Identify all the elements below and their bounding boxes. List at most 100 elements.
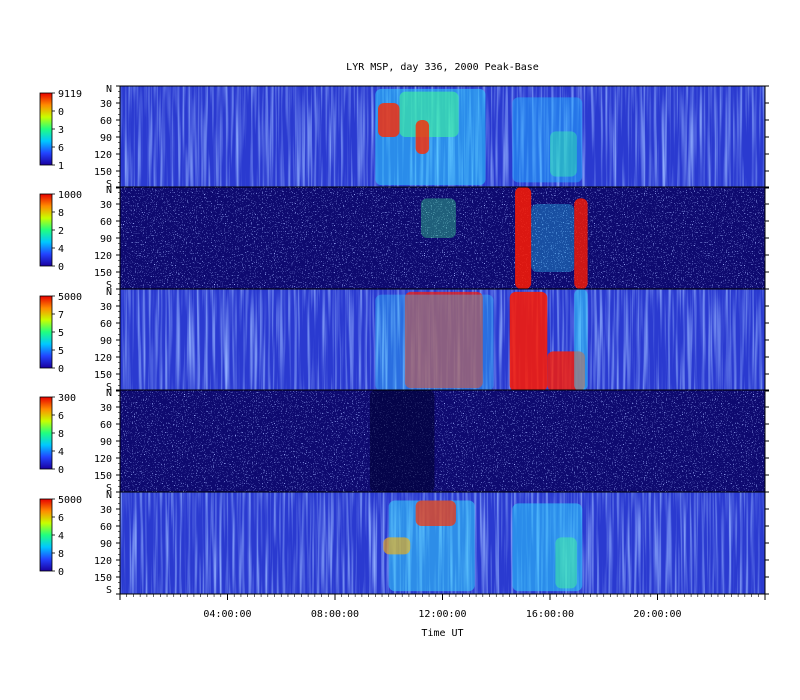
panel-frame — [119, 186, 766, 290]
intensity-region — [515, 187, 532, 289]
panel-frame — [119, 491, 766, 595]
colorbar-mid-label: 4 — [58, 447, 64, 458]
intensity-region — [512, 97, 583, 183]
y-tick-label: N — [106, 287, 112, 298]
y-tick-label: 90 — [100, 437, 112, 448]
intensity-region — [383, 537, 411, 555]
intensity-region — [415, 120, 430, 154]
x-tick-label: 08:00:00 — [311, 609, 359, 620]
colorbar-min-label: 1 — [58, 161, 64, 172]
colorbar-min-label: 0 — [58, 262, 64, 273]
chart-title: LYR MSP, day 336, 2000 Peak-Base — [346, 62, 539, 73]
panel-texture — [120, 289, 765, 391]
colorbar-mid-label: 8 — [58, 549, 64, 560]
panel-frame — [119, 85, 766, 189]
colorbar-mid-label: 8 — [58, 208, 64, 219]
colorbar — [39, 193, 53, 267]
y-tick-label: 60 — [100, 116, 112, 127]
x-tick-label: 20:00:00 — [633, 609, 681, 620]
intensity-region — [421, 198, 456, 238]
intensity-region — [547, 351, 585, 391]
y-tick-label: S — [106, 280, 112, 291]
y-tick-label: 120 — [94, 556, 112, 567]
y-tick-label: 120 — [94, 454, 112, 465]
panel-texture — [120, 86, 765, 188]
x-axis: 04:00:00 08:00:00 12:00:00 16:00:00 20:00:00 — [119, 594, 766, 620]
y-tick-label: 90 — [100, 539, 112, 550]
y-tick-label: 30 — [100, 302, 112, 313]
intensity-region — [531, 204, 575, 272]
colorbar-min-label: 0 — [58, 364, 64, 375]
colorbar-mid-label: 0 — [58, 107, 64, 118]
y-tick-label: S — [106, 179, 112, 190]
x-tick-label: 04:00:00 — [203, 609, 251, 620]
intensity-region — [404, 291, 483, 389]
y-tick-label: S — [106, 382, 112, 393]
y-tick-label: S — [106, 483, 112, 494]
intensity-region — [378, 103, 400, 137]
y-tick-label: 60 — [100, 420, 112, 431]
panel-plot-area — [120, 187, 765, 289]
colorbar-mid-label: 3 — [58, 125, 64, 136]
colorbar — [39, 396, 53, 470]
intensity-region — [550, 131, 577, 177]
y-tick-label: 150 — [94, 573, 112, 584]
y-tick-label: 120 — [94, 251, 112, 262]
colorbar-max-label: 5000 — [58, 495, 82, 506]
y-tick-label: S — [106, 585, 112, 596]
intensity-region — [555, 537, 577, 589]
colorbar-max-label: 300 — [58, 393, 76, 404]
y-tick-label: N — [106, 84, 112, 95]
colorbar-mid-label: 4 — [58, 244, 64, 255]
colorbar-max-label: 5000 — [58, 292, 82, 303]
colorbar-mid-label: 7 — [58, 310, 64, 321]
x-tick-label: 16:00:00 — [526, 609, 574, 620]
colorbar-mid-label: 6 — [58, 513, 64, 524]
colorbar — [39, 295, 53, 369]
panel-plot-area — [120, 390, 765, 492]
panel-frame — [119, 288, 766, 392]
y-tick-label: 90 — [100, 234, 112, 245]
y-tick-label: 30 — [100, 200, 112, 211]
intensity-region — [375, 294, 494, 391]
y-tick-label: 150 — [94, 167, 112, 178]
colorbar-mid-label: 5 — [58, 346, 64, 357]
y-tick-label: 150 — [94, 370, 112, 381]
y-tick-label: 30 — [100, 99, 112, 110]
y-tick-label: N — [106, 185, 112, 196]
y-tick-label: 150 — [94, 471, 112, 482]
colorbar-max-label: 1000 — [58, 190, 82, 201]
y-tick-label: 150 — [94, 268, 112, 279]
colorbar-min-label: 0 — [58, 465, 64, 476]
panel-texture — [120, 187, 765, 289]
panel-plot-area — [120, 289, 765, 391]
intensity-region — [512, 503, 583, 592]
colorbar-mid-label: 6 — [58, 411, 64, 422]
y-tick-label: 30 — [100, 505, 112, 516]
colorbar-mid-label: 2 — [58, 226, 64, 237]
intensity-region — [415, 500, 456, 526]
panel-texture — [120, 390, 765, 492]
x-tick-label: 12:00:00 — [418, 609, 466, 620]
y-tick-label: 120 — [94, 353, 112, 364]
intensity-region — [399, 91, 459, 137]
colorbar-mid-label: 4 — [58, 531, 64, 542]
colorbar-min-label: 0 — [58, 567, 64, 578]
intensity-region — [574, 198, 588, 289]
x-axis-label: Time UT — [421, 628, 464, 639]
y-tick-label: N — [106, 490, 112, 501]
y-tick-label: N — [106, 388, 112, 399]
y-tick-label: 90 — [100, 336, 112, 347]
intensity-region — [388, 500, 475, 592]
y-tick-label: 60 — [100, 319, 112, 330]
colorbar-mid-label: 5 — [58, 328, 64, 339]
colorbar-max-label: 9119 — [58, 89, 82, 100]
panel-frame — [119, 389, 766, 493]
intensity-region — [574, 289, 588, 391]
panel-plot-area — [120, 492, 765, 594]
